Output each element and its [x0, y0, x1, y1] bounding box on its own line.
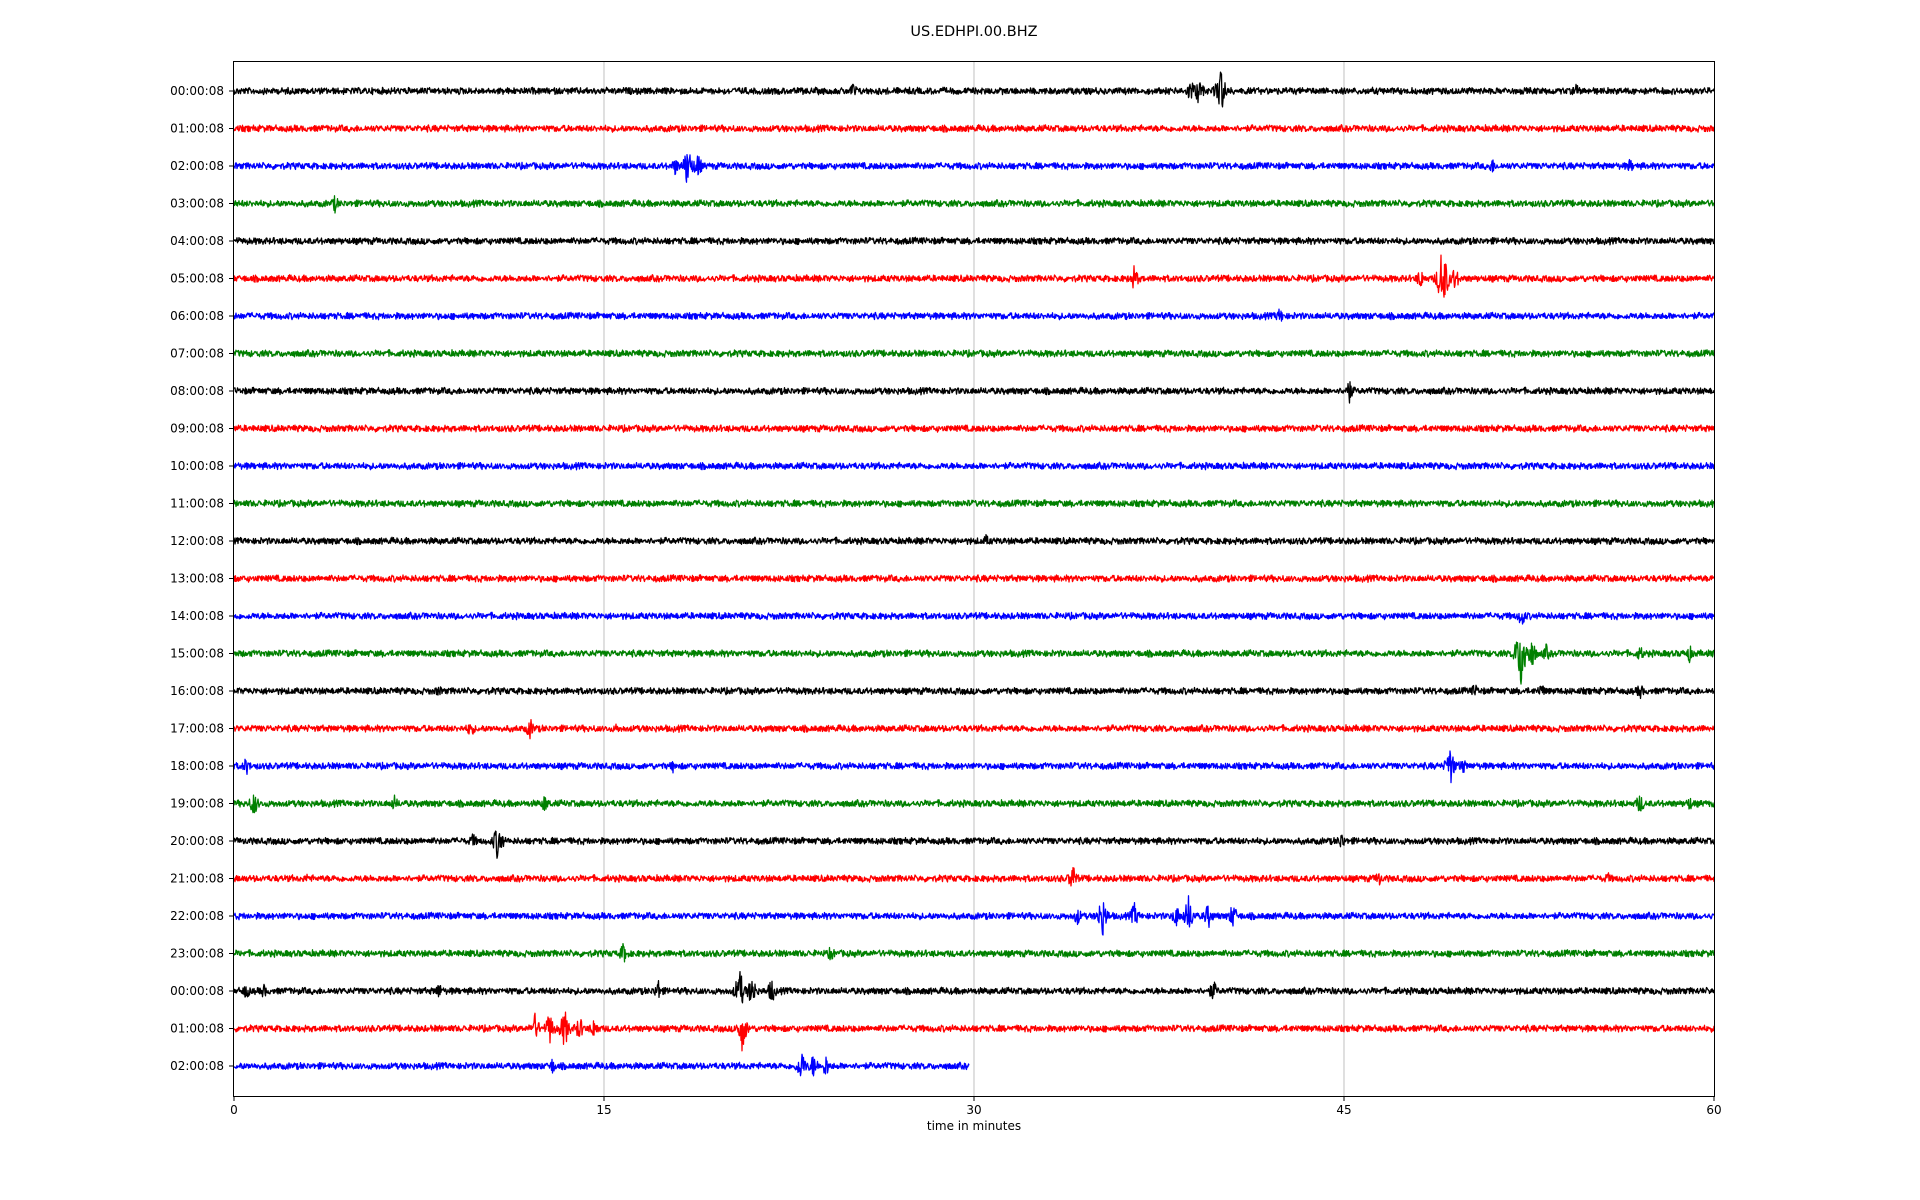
y-tick-label: 19:00:08: [170, 797, 224, 811]
trace-line: [233, 534, 1715, 546]
trace-line: [233, 424, 1715, 433]
trace-line: [233, 195, 1715, 214]
trace-line: [233, 349, 1715, 358]
y-tick-label: 00:00:08: [170, 984, 224, 998]
y-tick-label: 23:00:08: [170, 947, 224, 961]
y-tick-label: 14:00:08: [170, 609, 224, 623]
trace-line: [233, 830, 1715, 859]
trace-line: [233, 499, 1715, 508]
y-tick-label: 02:00:08: [170, 1059, 224, 1073]
y-tick-label: 00:00:08: [170, 84, 224, 98]
x-tick-label: 0: [230, 1103, 238, 1117]
trace-line: [233, 1053, 970, 1077]
y-tick-label: 03:00:08: [170, 197, 224, 211]
trace-line: [233, 750, 1715, 784]
y-tick-label: 18:00:08: [170, 759, 224, 773]
y-tick-label: 13:00:08: [170, 572, 224, 586]
y-tick-label: 08:00:08: [170, 384, 224, 398]
trace-line: [233, 1011, 1715, 1052]
y-tick-label: 15:00:08: [170, 647, 224, 661]
trace-line: [233, 71, 1715, 108]
trace-line: [233, 153, 1715, 183]
trace-line: [233, 254, 1715, 298]
x-tick-label: 15: [596, 1103, 611, 1117]
trace-line: [233, 718, 1715, 740]
trace-line: [233, 461, 1715, 471]
x-tick-label: 60: [1706, 1103, 1721, 1117]
trace-line: [233, 381, 1715, 404]
y-tick-label: 22:00:08: [170, 909, 224, 923]
y-tick-label: 12:00:08: [170, 534, 224, 548]
x-axis-label: time in minutes: [927, 1119, 1021, 1133]
trace-group: [233, 71, 1715, 1077]
y-tick-label: 07:00:08: [170, 347, 224, 361]
x-axis: 0 15 30 45 60: [230, 1096, 1722, 1117]
y-tick-label: 06:00:08: [170, 309, 224, 323]
trace-line: [233, 124, 1715, 133]
y-tick-label: 01:00:08: [170, 1022, 224, 1036]
y-tick-label: 02:00:08: [170, 159, 224, 173]
y-tick-label: 11:00:08: [170, 497, 224, 511]
x-tick-label: 45: [1336, 1103, 1351, 1117]
trace-line: [233, 611, 1715, 625]
y-tick-label: 01:00:08: [170, 122, 224, 136]
trace-line: [233, 866, 1715, 887]
chart-title: US.EDHPI.00.BHZ: [910, 24, 1037, 40]
trace-line: [233, 236, 1715, 246]
x-tick-label: 30: [966, 1103, 981, 1117]
y-tick-label: 16:00:08: [170, 684, 224, 698]
y-tick-label: 04:00:08: [170, 234, 224, 248]
trace-line: [233, 641, 1715, 685]
y-tick-label: 20:00:08: [170, 834, 224, 848]
trace-line: [233, 684, 1715, 700]
trace-line: [233, 942, 1715, 963]
y-tick-label: 05:00:08: [170, 272, 224, 286]
y-tick-label: 21:00:08: [170, 872, 224, 886]
trace-line: [233, 574, 1715, 583]
y-tick-labels: 00:00:08 01:00:08 02:00:08 03:00:08 04:00:08…: [170, 84, 234, 1073]
trace-line: [233, 895, 1715, 936]
y-tick-label: 09:00:08: [170, 422, 224, 436]
trace-line: [233, 794, 1715, 814]
trace-line: [233, 971, 1715, 1004]
y-tick-label: 17:00:08: [170, 722, 224, 736]
trace-line: [233, 308, 1715, 322]
y-tick-label: 10:00:08: [170, 459, 224, 473]
